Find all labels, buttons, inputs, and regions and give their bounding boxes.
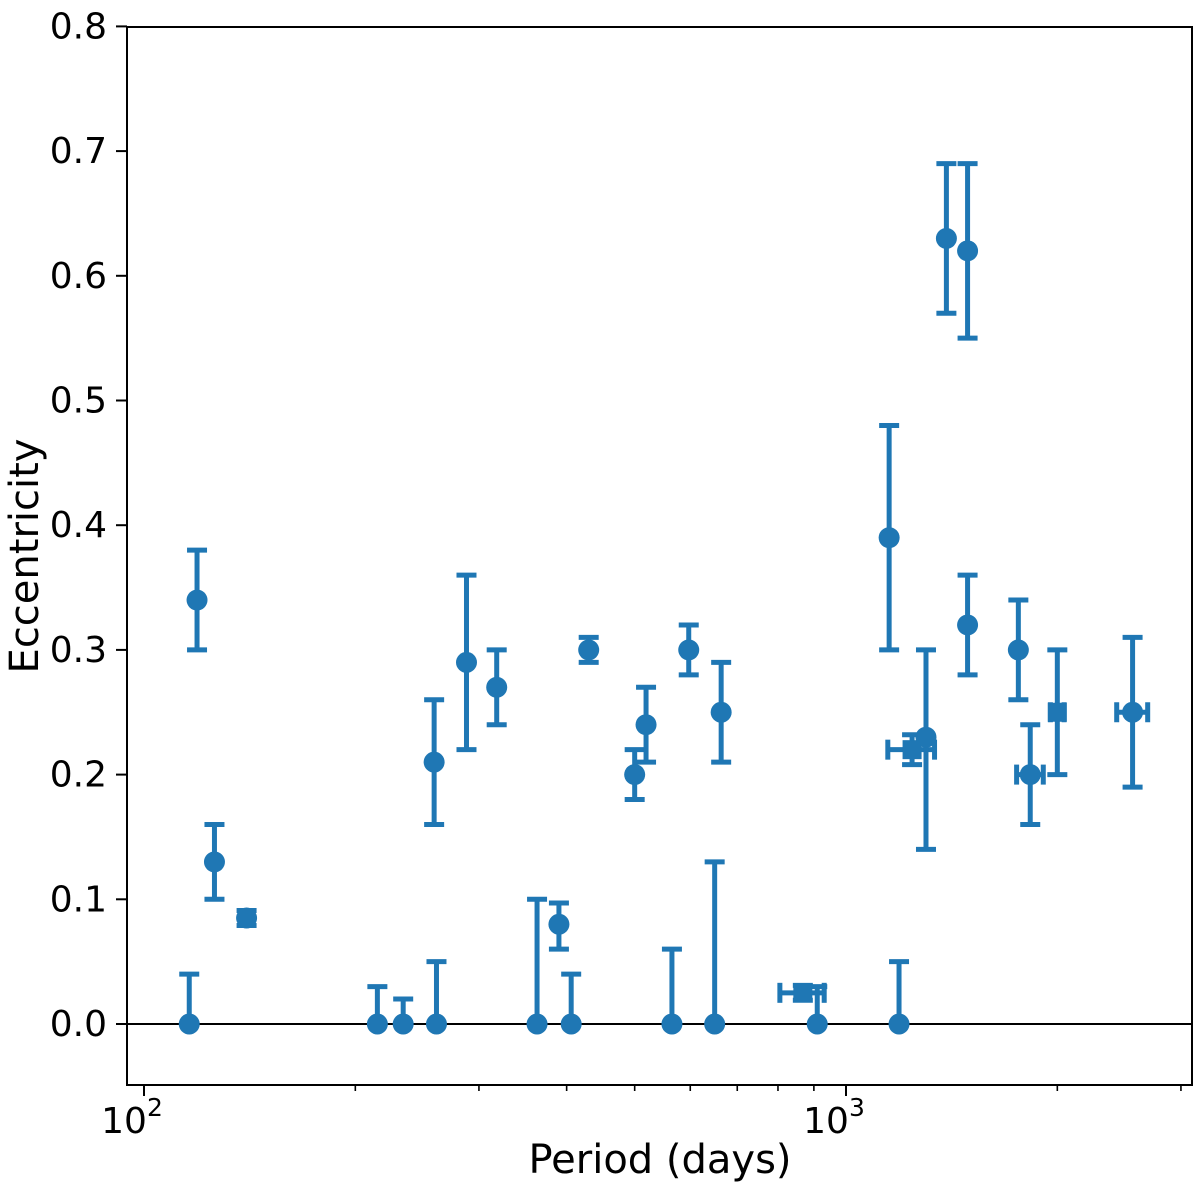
y-tick-label: 0.7 xyxy=(50,131,107,172)
axes-frame xyxy=(126,26,1193,1086)
data-point xyxy=(560,1013,582,1035)
x-tick-label: 102 xyxy=(101,1093,163,1142)
data-point xyxy=(710,701,732,723)
y-axis-label: Eccentricity xyxy=(2,439,48,674)
data-point xyxy=(423,751,445,773)
data-point xyxy=(806,1013,828,1035)
y-tick-label: 0.3 xyxy=(50,630,107,671)
data-point xyxy=(392,1013,414,1035)
data-point xyxy=(888,1013,910,1035)
data-point xyxy=(957,614,979,636)
data-point xyxy=(661,1013,683,1035)
data-point xyxy=(1019,764,1041,786)
data-point xyxy=(203,851,225,873)
data-point xyxy=(678,639,700,661)
data-point xyxy=(704,1013,726,1035)
data-point xyxy=(366,1013,388,1035)
data-point xyxy=(578,639,600,661)
y-tick-label: 0.8 xyxy=(50,6,107,47)
data-point xyxy=(455,651,477,673)
y-tick-label: 0.0 xyxy=(50,1004,107,1045)
data-point xyxy=(486,676,508,698)
y-tick-label: 0.4 xyxy=(50,505,107,546)
data-point xyxy=(178,1013,200,1035)
y-tick-label: 0.2 xyxy=(50,755,107,796)
y-tick-label: 0.6 xyxy=(50,256,107,297)
data-point xyxy=(915,726,937,748)
data-point xyxy=(548,913,570,935)
y-tick-label: 0.5 xyxy=(50,381,107,422)
data-point xyxy=(425,1013,447,1035)
data-point xyxy=(635,714,657,736)
data-point xyxy=(236,907,258,929)
data-point xyxy=(624,764,646,786)
data-point xyxy=(1007,639,1029,661)
data-point xyxy=(878,527,900,549)
data-point xyxy=(526,1013,548,1035)
plot-layer: 0.0 0.1 0.2 0.3 0.4 0.5 0.6 0.7 0.8 102 103 xyxy=(50,6,1193,1142)
data-point xyxy=(902,740,922,760)
y-tick-label: 0.1 xyxy=(50,879,107,920)
data-point xyxy=(935,227,957,249)
data-point xyxy=(1047,702,1067,722)
data-point xyxy=(1122,701,1144,723)
data-point xyxy=(957,240,979,262)
data-point xyxy=(186,589,208,611)
x-axis-label: Period (days) xyxy=(528,1137,791,1183)
x-tick-label: 103 xyxy=(803,1093,865,1142)
